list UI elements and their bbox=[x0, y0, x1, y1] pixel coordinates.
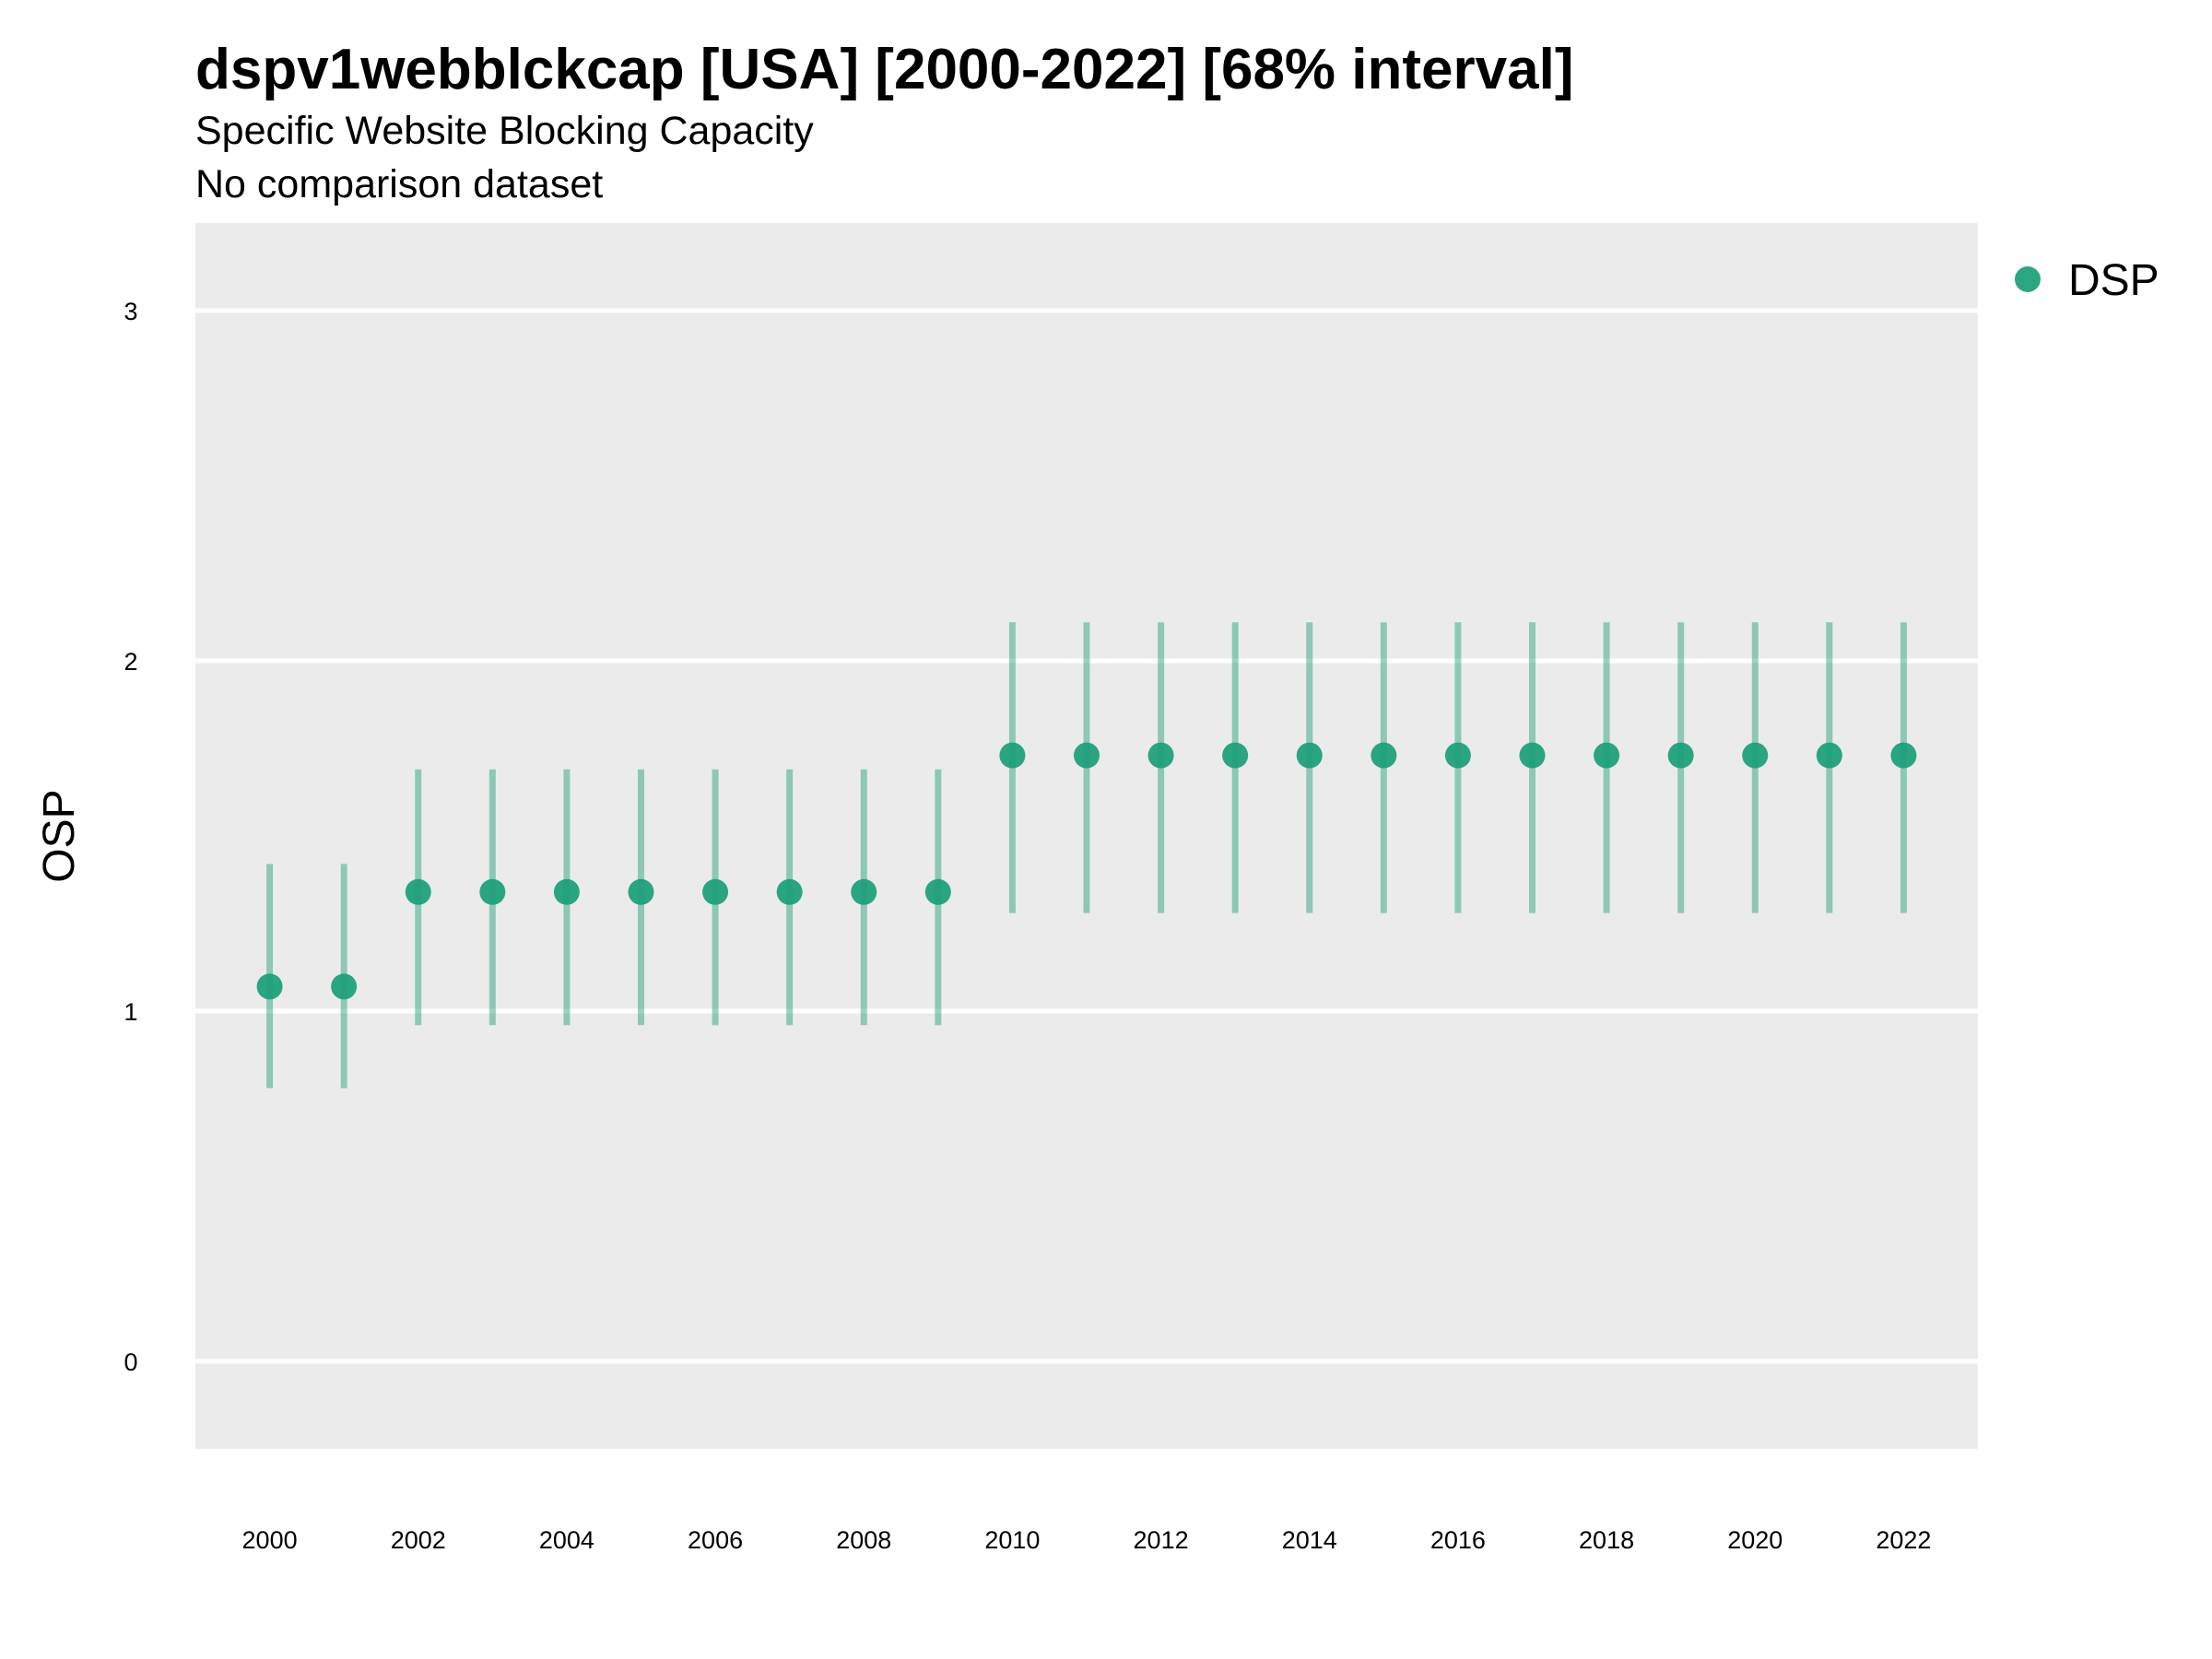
data-point bbox=[331, 973, 358, 1000]
data-point bbox=[628, 878, 654, 905]
legend: DSP bbox=[2015, 256, 2159, 305]
y-tick-label: 1 bbox=[124, 998, 137, 1026]
x-tick-label: 2008 bbox=[836, 1526, 891, 1554]
x-tick-label: 2000 bbox=[242, 1526, 298, 1554]
data-point bbox=[1519, 742, 1546, 769]
x-tick-label: 2012 bbox=[1134, 1526, 1189, 1554]
data-point bbox=[553, 878, 580, 905]
data-point bbox=[479, 878, 506, 905]
x-tick-label: 2016 bbox=[1430, 1526, 1486, 1554]
data-point bbox=[1667, 742, 1694, 769]
x-tick-label: 2004 bbox=[539, 1526, 594, 1554]
data-point bbox=[1444, 742, 1471, 769]
x-tick-label: 2010 bbox=[984, 1526, 1040, 1554]
data-point bbox=[1371, 742, 1397, 769]
data-points bbox=[256, 742, 1917, 1000]
data-point bbox=[1222, 742, 1249, 769]
data-point bbox=[1890, 742, 1917, 769]
x-tick-label: 2002 bbox=[391, 1526, 446, 1554]
chart-caption: No comparison dataset bbox=[195, 162, 603, 206]
x-tick-label: 2018 bbox=[1579, 1526, 1634, 1554]
data-point bbox=[1594, 742, 1620, 769]
data-point bbox=[256, 973, 283, 1000]
y-tick-label: 0 bbox=[124, 1348, 137, 1376]
data-point bbox=[1296, 742, 1323, 769]
plot-panel bbox=[195, 223, 1978, 1449]
data-point bbox=[1816, 742, 1842, 769]
x-tick-label: 2020 bbox=[1727, 1526, 1783, 1554]
grid-lines bbox=[195, 308, 1978, 1364]
legend-label-dsp: DSP bbox=[2068, 256, 2159, 305]
data-point bbox=[1074, 742, 1100, 769]
data-point bbox=[999, 742, 1026, 769]
chart-subtitle: Specific Website Blocking Capacity bbox=[195, 109, 814, 153]
y-tick-label: 2 bbox=[124, 648, 137, 676]
x-tick-labels: 2000 2002 2004 2006 2008 2010 2012 2014 2016 2018… bbox=[242, 1526, 1932, 1554]
data-point bbox=[1742, 742, 1769, 769]
data-point bbox=[702, 878, 729, 905]
data-point bbox=[924, 878, 951, 905]
chart-title: dspv1webblckcap [USA] [2000-2022] [68% i… bbox=[195, 38, 1573, 101]
x-tick-label: 2022 bbox=[1876, 1526, 1931, 1554]
y-tick-labels: 0 1 2 3 bbox=[124, 298, 137, 1376]
data-point bbox=[776, 878, 803, 905]
x-tick-label: 2014 bbox=[1282, 1526, 1337, 1554]
legend-swatch-dsp bbox=[2015, 266, 2041, 292]
y-axis-label: OSP bbox=[35, 789, 84, 882]
data-point bbox=[851, 878, 877, 905]
y-tick-label: 3 bbox=[124, 298, 137, 325]
x-tick-label: 2006 bbox=[688, 1526, 743, 1554]
data-point bbox=[1147, 742, 1174, 769]
data-point bbox=[405, 878, 431, 905]
